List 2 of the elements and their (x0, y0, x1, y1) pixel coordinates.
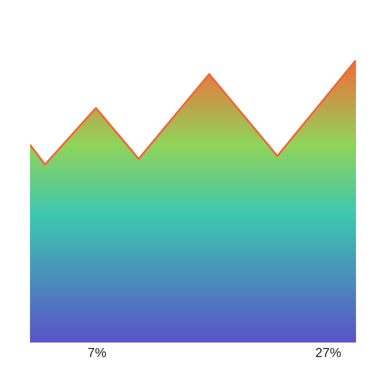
x-tick-label: 27% (315, 344, 342, 360)
x-tick-label: 7% (88, 344, 107, 360)
